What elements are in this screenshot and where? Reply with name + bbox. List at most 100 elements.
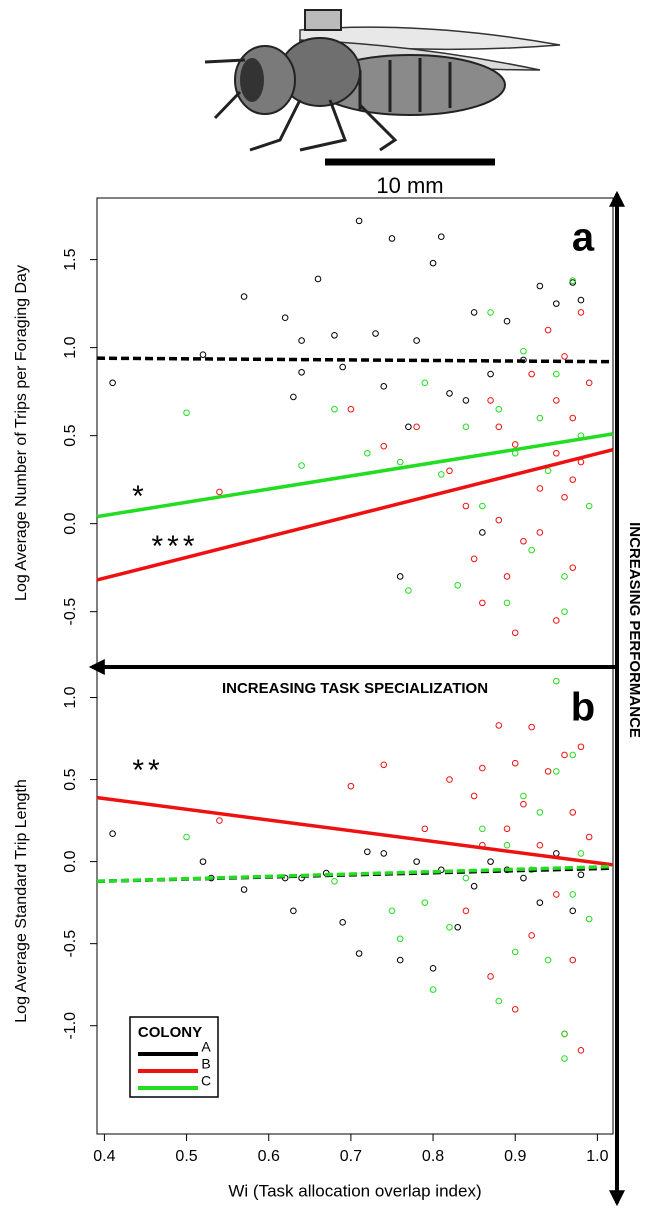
- point: [470, 792, 478, 800]
- point: [396, 956, 404, 964]
- point: [487, 397, 494, 404]
- point: [429, 986, 437, 993]
- x-tick-label: 0.8: [422, 1148, 444, 1165]
- y-tick-label: 1.5: [62, 248, 79, 270]
- point: [429, 964, 437, 972]
- point: [454, 923, 462, 931]
- point: [553, 300, 560, 307]
- point: [347, 782, 355, 790]
- point: [511, 629, 519, 637]
- y-tick-label: 0.0: [62, 850, 79, 872]
- point: [388, 907, 396, 915]
- point: [298, 337, 305, 344]
- point: [528, 932, 535, 939]
- point: [544, 768, 552, 775]
- point: [561, 353, 568, 360]
- point: [470, 882, 478, 890]
- point: [405, 587, 412, 594]
- point: [380, 761, 388, 769]
- point: [454, 581, 462, 589]
- y-tick-label: 1.0: [62, 686, 79, 708]
- point: [331, 332, 338, 339]
- point: [339, 363, 346, 371]
- significance-label: *: [132, 480, 148, 513]
- point: [520, 800, 527, 808]
- point: [183, 833, 190, 841]
- point: [437, 233, 445, 241]
- point: [520, 874, 527, 882]
- scale-bar-label: 10 mm: [376, 173, 443, 198]
- point: [536, 841, 544, 849]
- point: [536, 809, 544, 816]
- point: [553, 891, 560, 898]
- significance-label: **: [132, 754, 163, 787]
- point: [462, 423, 470, 431]
- point: [290, 393, 297, 401]
- point: [561, 608, 568, 615]
- point: [511, 948, 519, 956]
- fit-line: [96, 795, 614, 867]
- point: [421, 899, 429, 906]
- point: [544, 326, 552, 334]
- point: [396, 573, 404, 580]
- point: [569, 891, 577, 898]
- point: [528, 723, 535, 731]
- point: [216, 817, 223, 824]
- point: [503, 573, 511, 580]
- point: [339, 919, 346, 926]
- point: [569, 809, 577, 816]
- point: [372, 330, 379, 337]
- point: [199, 351, 207, 358]
- point: [281, 314, 289, 322]
- point: [561, 751, 568, 759]
- y-arrow-label: INCREASING PERFORMANCE: [626, 522, 643, 738]
- panel-label: b: [571, 686, 595, 730]
- point: [216, 488, 223, 496]
- y-tick-label: -0.5: [62, 930, 79, 958]
- series-points: [183, 677, 593, 1062]
- point: [561, 1030, 568, 1038]
- point: [569, 564, 577, 571]
- plot-frame: [96, 667, 614, 1135]
- series-points: [216, 309, 593, 637]
- point: [536, 899, 544, 906]
- point: [495, 997, 503, 1005]
- point: [553, 677, 560, 685]
- point: [298, 368, 305, 376]
- point: [553, 768, 560, 775]
- point: [199, 858, 207, 865]
- point: [569, 751, 577, 759]
- x-tick-label: 1.0: [586, 1148, 608, 1165]
- point: [553, 370, 560, 378]
- point: [520, 792, 527, 800]
- point: [569, 476, 577, 483]
- point: [421, 379, 429, 387]
- point: [240, 293, 248, 300]
- point: [413, 858, 420, 865]
- y-axis-label: Log Average Standard Trip Length: [13, 779, 30, 1022]
- point: [520, 537, 527, 545]
- point: [553, 397, 560, 404]
- point: [421, 825, 429, 833]
- point: [585, 502, 593, 510]
- x-axis-label: Wi (Task allocation overlap index): [228, 1181, 481, 1200]
- point: [495, 722, 503, 729]
- point: [569, 279, 577, 286]
- point: [487, 309, 494, 316]
- y-axis-label: Log Average Number of Trips per Foraging…: [13, 265, 30, 601]
- point: [429, 259, 437, 267]
- point: [331, 878, 338, 885]
- point: [569, 277, 577, 285]
- y-tick-label: 0.0: [62, 512, 79, 534]
- point: [446, 467, 453, 475]
- point: [462, 874, 470, 882]
- point: [569, 907, 577, 915]
- point: [528, 370, 535, 378]
- point: [355, 950, 363, 957]
- point: [437, 471, 445, 478]
- point: [479, 529, 486, 536]
- point: [585, 379, 593, 387]
- point: [503, 317, 511, 325]
- point: [347, 405, 355, 413]
